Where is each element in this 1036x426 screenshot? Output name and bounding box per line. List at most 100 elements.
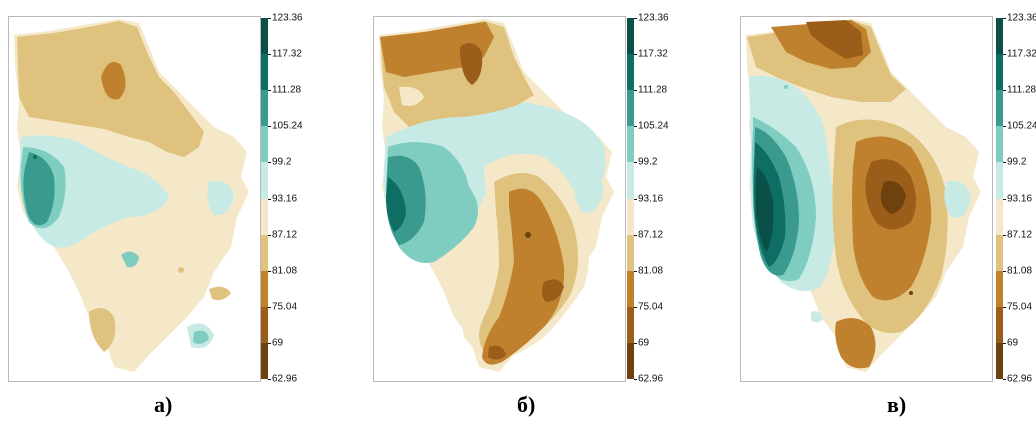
colorbar-segment xyxy=(261,90,268,127)
zone xyxy=(460,43,483,85)
zone xyxy=(880,180,906,214)
colorbar-tick-mark xyxy=(268,234,271,236)
zone xyxy=(811,311,823,323)
choropleth-map-c xyxy=(746,19,981,372)
colorbar-segment xyxy=(627,306,634,344)
colorbar-tick-label: 62.96 xyxy=(272,373,298,385)
colorbar-tick-label: 123.36 xyxy=(638,12,669,24)
zone xyxy=(33,155,37,159)
colorbar-segment xyxy=(261,162,268,199)
colorbar-segment xyxy=(996,18,1003,55)
colorbar-tick-mark xyxy=(634,198,637,200)
colorbar-segment xyxy=(996,342,1003,380)
colorbar-tick-mark xyxy=(1003,379,1006,380)
colorbar-tick-mark xyxy=(268,270,271,272)
colorbar-tick-mark xyxy=(634,342,637,344)
colorbar-segment xyxy=(627,342,634,380)
zone xyxy=(101,61,126,100)
colorbar-tick-mark xyxy=(634,306,637,308)
zone xyxy=(755,167,774,252)
colorbar-tick-label: 117.32 xyxy=(1007,48,1036,60)
zone xyxy=(835,318,876,369)
colorbar-tick-label: 81.08 xyxy=(272,265,298,277)
colorbar-segment xyxy=(627,198,634,236)
colorbar-tick-mark xyxy=(268,90,271,92)
zone xyxy=(23,152,55,226)
colorbar-tick-label: 75.04 xyxy=(272,301,298,313)
zone xyxy=(784,85,788,89)
zone xyxy=(178,267,184,273)
zone xyxy=(944,181,971,218)
colorbar-tick-label: 93.16 xyxy=(638,193,664,204)
colorbar-segment xyxy=(627,90,634,127)
map-panel-a: а) 123.36 117.32 111.28 105.24 99.2 93.16 87.1… xyxy=(0,0,303,426)
colorbar-segment xyxy=(996,162,1003,199)
colorbar-tick-label: 69 xyxy=(272,337,284,349)
colorbar-tick-mark xyxy=(634,162,637,164)
colorbar-tick-mark xyxy=(1003,90,1006,92)
colorbar-segment xyxy=(627,162,634,199)
colorbar-tick-mark xyxy=(268,18,271,19)
colorbar-tick-label: 81.08 xyxy=(638,265,664,277)
colorbar-segment xyxy=(627,54,634,91)
colorbar-tick-mark xyxy=(268,379,271,380)
colorbar-tick-mark xyxy=(1003,342,1006,344)
colorbar-tick-label: 99.2 xyxy=(1007,156,1027,168)
panel-caption-a: а) xyxy=(154,392,173,417)
colorbar-tick-label: 81.08 xyxy=(1007,265,1033,277)
map-panel-c: в) 123.36 117.32 111.28 105.24 99.2 93.16 87.1… xyxy=(735,0,1036,426)
colorbar-a xyxy=(261,18,268,380)
colorbar-segment xyxy=(996,234,1003,272)
colorbar-tick-mark xyxy=(634,54,637,56)
colorbar-segment xyxy=(996,198,1003,236)
map-frame-a xyxy=(8,16,261,382)
map-frame-c xyxy=(740,16,993,382)
colorbar-tick-label: 69 xyxy=(1007,337,1019,349)
zone xyxy=(573,173,604,213)
colorbar-tick-label: 117.32 xyxy=(272,48,302,60)
colorbar-segment xyxy=(627,126,634,163)
colorbar-tick-label: 87.12 xyxy=(1007,229,1033,241)
colorbar-tick-label: 87.12 xyxy=(638,229,664,241)
colorbar-tick-label: 123.36 xyxy=(272,12,303,24)
colorbar-segment xyxy=(627,270,634,308)
colorbar-segment xyxy=(996,90,1003,127)
zone xyxy=(488,345,506,360)
colorbar-tick-mark xyxy=(1003,18,1006,19)
colorbar-segment xyxy=(261,306,268,344)
colorbar-segment xyxy=(261,54,268,91)
colorbar-tick-mark xyxy=(268,342,271,344)
colorbar-segment xyxy=(261,234,268,272)
colorbar-segment xyxy=(996,270,1003,308)
colorbar-tick-label: 105.24 xyxy=(638,120,669,132)
panel-caption-b: б) xyxy=(517,392,536,417)
zone xyxy=(399,86,424,106)
colorbar-segment xyxy=(627,18,634,55)
map-panel-b: б) 123.36 117.32 111.28 105.24 99.2 93.16 87.1… xyxy=(365,0,669,426)
colorbar-tick-mark xyxy=(268,126,271,128)
colorbar-tick-label: 93.16 xyxy=(1007,193,1033,204)
zone xyxy=(909,291,913,295)
colorbar-tick-label: 62.96 xyxy=(1007,373,1033,385)
colorbar-tick-mark xyxy=(634,18,637,19)
colorbar-segment xyxy=(261,342,268,380)
map-frame-b xyxy=(373,16,626,382)
colorbar-segment xyxy=(261,198,268,236)
colorbar-tick-mark xyxy=(1003,234,1006,236)
colorbar-tick-mark xyxy=(268,306,271,308)
choropleth-map-b xyxy=(379,19,614,372)
colorbar-tick-mark xyxy=(1003,162,1006,164)
zone xyxy=(89,308,116,352)
zone xyxy=(207,181,234,216)
zone xyxy=(386,177,406,232)
colorbar-tick-label: 93.16 xyxy=(272,193,298,204)
colorbar-segment xyxy=(996,126,1003,163)
colorbar-c xyxy=(996,18,1003,380)
colorbar-tick-label: 117.32 xyxy=(638,48,668,60)
panel-caption-c: в) xyxy=(887,392,907,417)
zone xyxy=(209,286,231,301)
colorbar-tick-mark xyxy=(634,126,637,128)
colorbar-segment xyxy=(261,18,268,55)
colorbar-tick-mark xyxy=(1003,198,1006,200)
colorbar-tick-mark xyxy=(634,270,637,272)
